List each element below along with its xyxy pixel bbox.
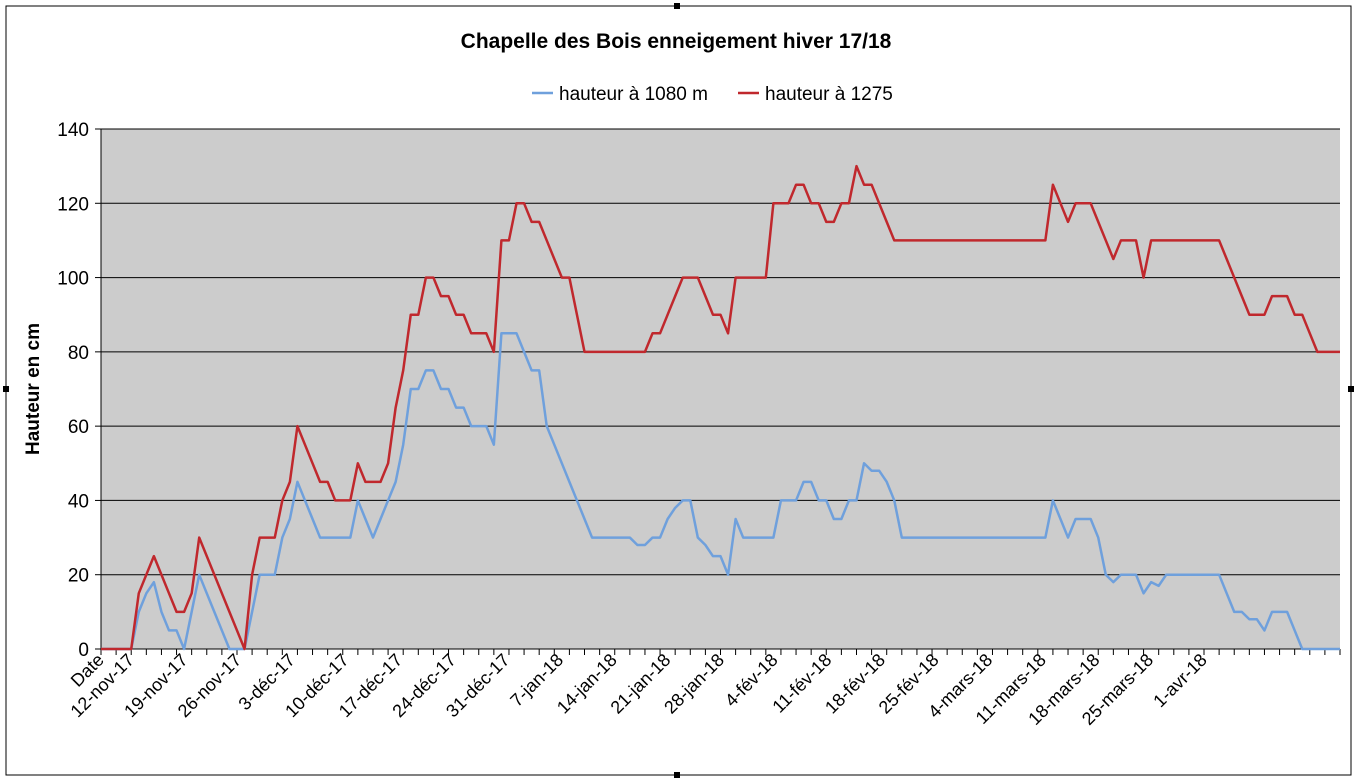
legend-label-1275: hauteur à 1275 xyxy=(765,84,893,105)
series-line-1080 xyxy=(101,332,1340,651)
y-tick-labels: 0 20 40 60 80 100 120 140 xyxy=(57,120,89,661)
y-tick-label: 120 xyxy=(57,194,89,215)
y-tick-label: 20 xyxy=(68,566,89,587)
legend-label-1080: hauteur à 1080 m xyxy=(559,84,708,105)
y-tick-label: 40 xyxy=(68,491,89,512)
y-axis-title: Hauteur en cm xyxy=(23,323,44,455)
y-tick-label: 60 xyxy=(68,417,89,438)
plot-area xyxy=(101,129,1340,649)
axes xyxy=(100,129,1341,655)
selection-handles[interactable] xyxy=(3,3,1354,778)
y-tick-label: 80 xyxy=(68,343,89,364)
legend: hauteur à 1080 m hauteur à 1275 xyxy=(532,84,893,105)
series-line-1275 xyxy=(101,164,1340,651)
y-tick-label: 0 xyxy=(78,640,89,661)
chart-title: Chapelle des Bois enneigement hiver 17/1… xyxy=(461,30,892,53)
y-tick-label: 140 xyxy=(57,120,89,141)
series-lines xyxy=(101,164,1340,651)
y-tick-label: 100 xyxy=(57,269,89,290)
